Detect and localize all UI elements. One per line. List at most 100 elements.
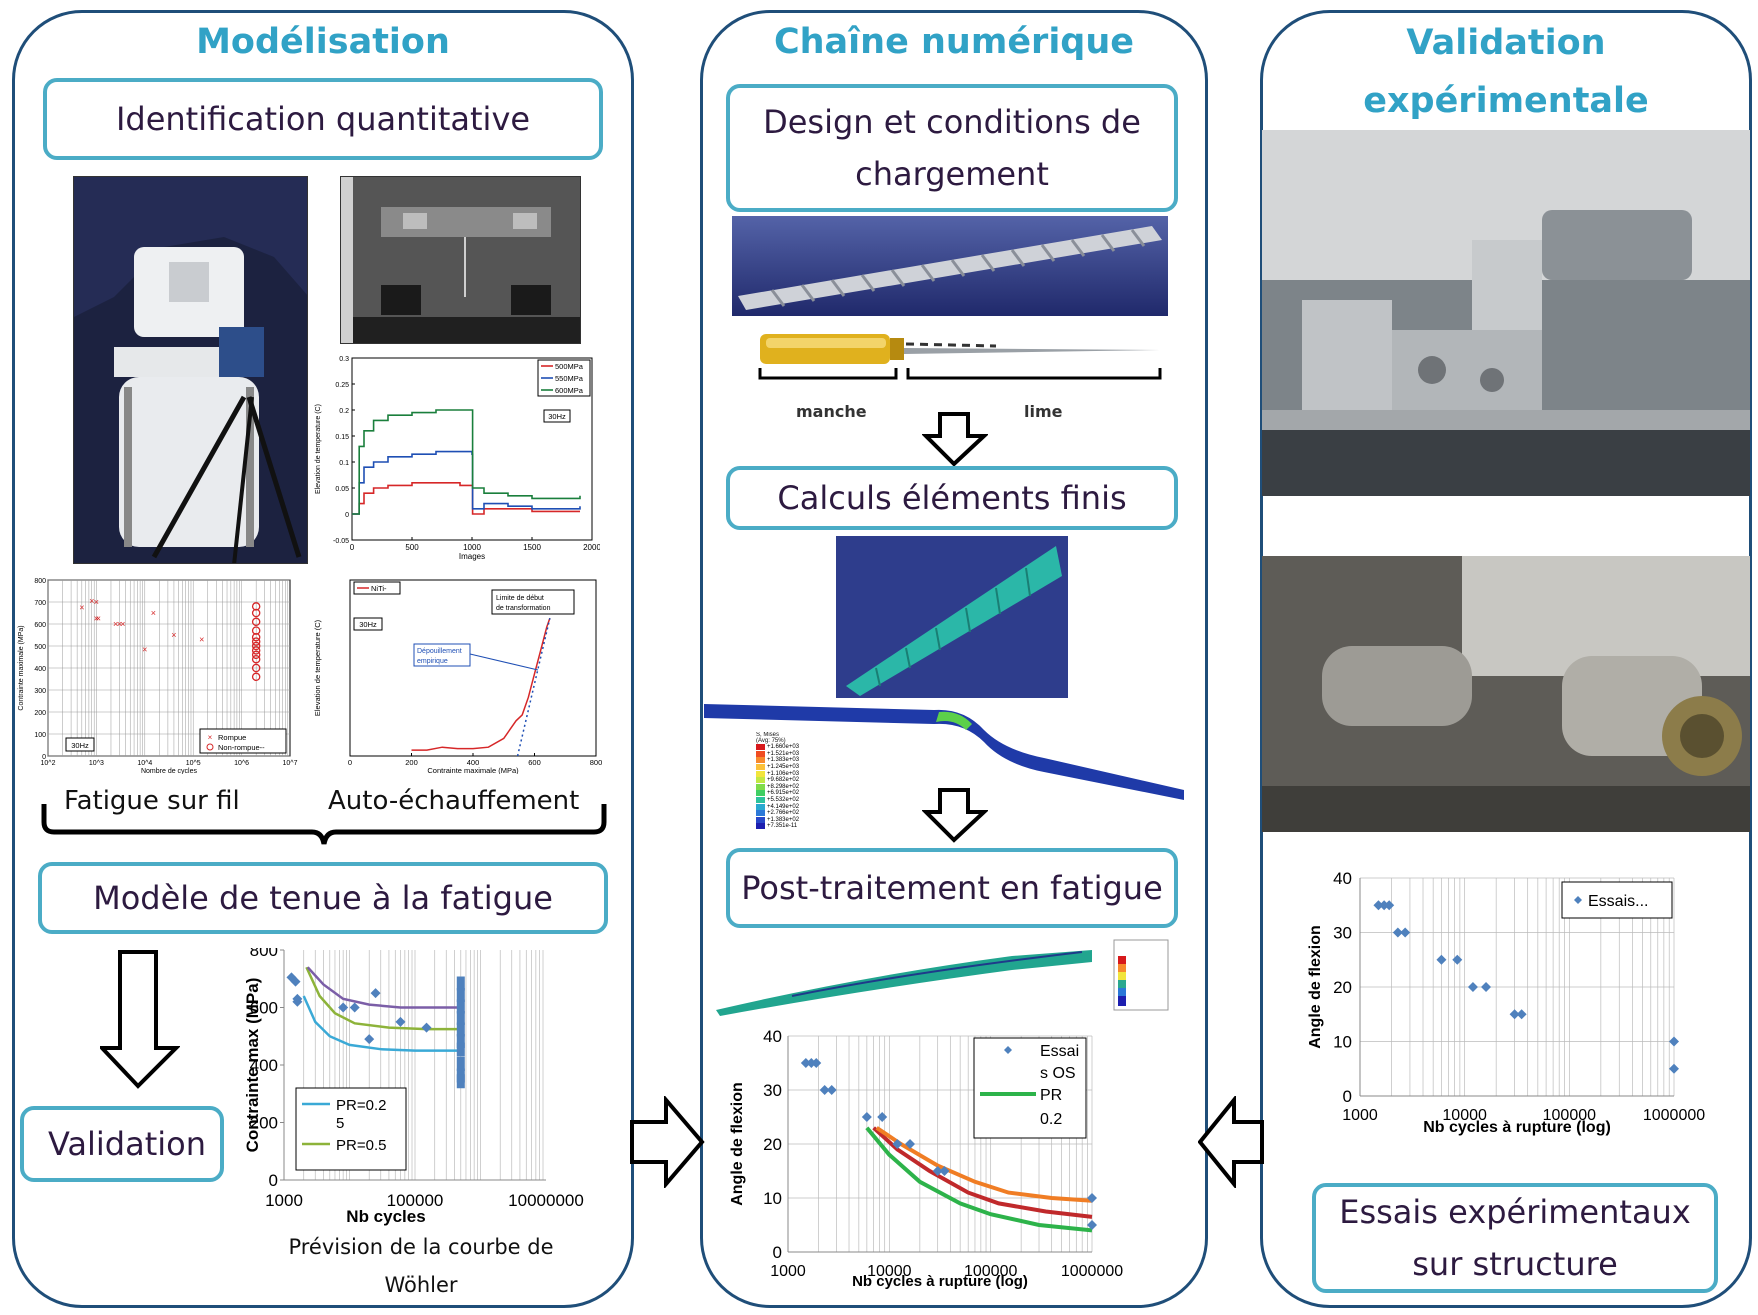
endodontic-file-image (758, 334, 1162, 380)
y-tick-label: 800 (250, 948, 278, 960)
box-identification: Identification quantitative (43, 78, 603, 160)
data-point-essai (395, 1016, 406, 1027)
x-tick-label: 500 (405, 543, 419, 552)
down-arrow-middle-2 (922, 788, 988, 843)
fea-legend-row: +8.298e+02 (756, 783, 836, 791)
x-tick-label: 100000 (964, 1263, 1017, 1280)
data-point-non-rompu (456, 1011, 465, 1025)
data-point-rompue: × (171, 630, 176, 640)
data-point-rompue: × (89, 596, 94, 606)
y-tick-label: 400 (250, 1056, 278, 1075)
testing-machine-photo (73, 176, 308, 564)
data-point-essai (1400, 927, 1411, 938)
data-point-essai (892, 1139, 903, 1149)
x-tick-label: 100000 (387, 1191, 444, 1210)
fea-legend-swatch (756, 783, 765, 790)
fea-legend-value: +1.106e+03 (767, 770, 800, 777)
column-title-validation-line1: Validation (1406, 23, 1606, 63)
data-point-essai (1379, 900, 1390, 911)
legend-label: 550MPa (555, 374, 584, 383)
fea-legend-value: +2.766e+02 (767, 810, 800, 817)
y-axis-label: Angle de flexion (729, 1082, 746, 1206)
y-tick-label: 40 (763, 1027, 782, 1046)
y-tick-label: 0 (269, 1171, 278, 1190)
y-tick-label: 30 (763, 1081, 782, 1100)
box-essais-experimentaux: Essais expérimentaux sur structure (1312, 1183, 1718, 1293)
legend-label: Essai (1040, 1043, 1079, 1060)
fatigue-field-image (716, 939, 1169, 1016)
annotation-box (65, 737, 95, 752)
legend-label: PR=0.5 (336, 1137, 386, 1154)
data-point-essai (364, 1034, 375, 1045)
model-curve (875, 1126, 1093, 1203)
column-title-validation: Validation expérimentale (1260, 14, 1752, 130)
data-point-essai (861, 1112, 872, 1122)
x-axis-label: Contrainte maximale (MPa) (427, 766, 519, 774)
legend-swatch: × (208, 733, 213, 742)
x-tick-label: 1000 (770, 1263, 806, 1280)
legend-label: Non-rompue-- (218, 743, 265, 752)
data-point-rompue: × (79, 603, 84, 613)
data-point-non-rompue (251, 641, 261, 651)
y-tick-label: 30 (1333, 924, 1352, 943)
y-tick-label: 0 (773, 1243, 782, 1262)
x-tick-label: 1000 (265, 1191, 303, 1210)
data-point-non-rompue (251, 632, 261, 642)
box-design-line1: Design et conditions de (763, 103, 1141, 141)
y-tick-label: 20 (763, 1135, 782, 1154)
fea-legend-value: +1.660e+03 (767, 744, 800, 751)
caption-wohler-line1: Prévision de la courbe de (288, 1235, 554, 1259)
x-tick-label: 1000 (1342, 1107, 1378, 1124)
data-point-rompue: × (199, 634, 204, 644)
data-point-essai (1373, 900, 1384, 911)
data-point-rompue: × (94, 614, 99, 624)
fea-legend-swatch (756, 757, 765, 764)
x-tick-label: 400 (467, 758, 480, 767)
data-point-rompue: × (113, 619, 118, 629)
data-point-non-rompu (456, 976, 465, 991)
fea-legend-value: +1.383e+03 (767, 757, 800, 764)
legend-label: PR=0.2 (336, 1097, 386, 1114)
data-point-essai (1481, 982, 1492, 992)
x-axis-label: Nb cycles à rupture (log) (852, 1273, 1028, 1290)
data-point-essai (1087, 1193, 1097, 1203)
annotation-box (353, 617, 383, 631)
fea-legend-row: +1.521e+03 (756, 750, 836, 758)
data-point-essai (1392, 927, 1403, 938)
fea-legend-row: +1.106e+03 (756, 770, 836, 777)
column-title-validation-line2: expérimentale (1363, 81, 1649, 121)
y-tick-label: 300 (34, 688, 46, 695)
fea-legend-row: +4.149e+02 (756, 803, 836, 810)
legend-label: Essais... (1588, 893, 1648, 910)
data-point-essai (811, 1058, 822, 1068)
annotation-limite-line2: de transformation (496, 605, 551, 612)
label-lime: lime (1024, 402, 1063, 421)
y-axis-label: Elevation de temperature (C) (313, 619, 322, 716)
fea-legend-subtitle: (Avg: 75%) (756, 738, 786, 744)
fea-legend-row: +5.532e+02 (756, 797, 836, 804)
data-point-rompue: × (142, 644, 147, 654)
data-point-essai (800, 1058, 811, 1068)
test-bench-photo-1 (1262, 130, 1750, 496)
fea-legend-row: +2.766e+02 (756, 810, 836, 817)
y-tick-label: 0.3 (339, 356, 349, 363)
annotation: 30Hz (71, 741, 89, 750)
y-tick-label: 700 (34, 600, 46, 607)
data-point-non-rompu (456, 1034, 465, 1048)
annotation: 30Hz (359, 620, 377, 629)
data-point-non-rompu (456, 1022, 465, 1037)
x-tick-label: 10000000 (508, 1191, 584, 1210)
chart-wohler-prevision: 0 200 400 600 800 1000 100000 10000000 Nb cycles… (243, 948, 584, 1226)
fea-legend-swatch (756, 816, 765, 823)
right-arrow-to-center (630, 1096, 705, 1188)
y-axis-label: Elevation de temperature (C) (315, 404, 322, 494)
column-title-chaine: Chaîne numérique (773, 22, 1135, 62)
data-point-essai (1467, 982, 1478, 992)
series-line (352, 409, 581, 515)
y-tick-label: 10 (763, 1189, 782, 1208)
stress-field-image (704, 704, 1184, 800)
box-essais-line2: sur structure (1412, 1245, 1618, 1283)
fem-mesh-image (836, 536, 1068, 698)
legend-box (973, 1037, 1087, 1139)
y-tick-label: 200 (34, 710, 46, 717)
